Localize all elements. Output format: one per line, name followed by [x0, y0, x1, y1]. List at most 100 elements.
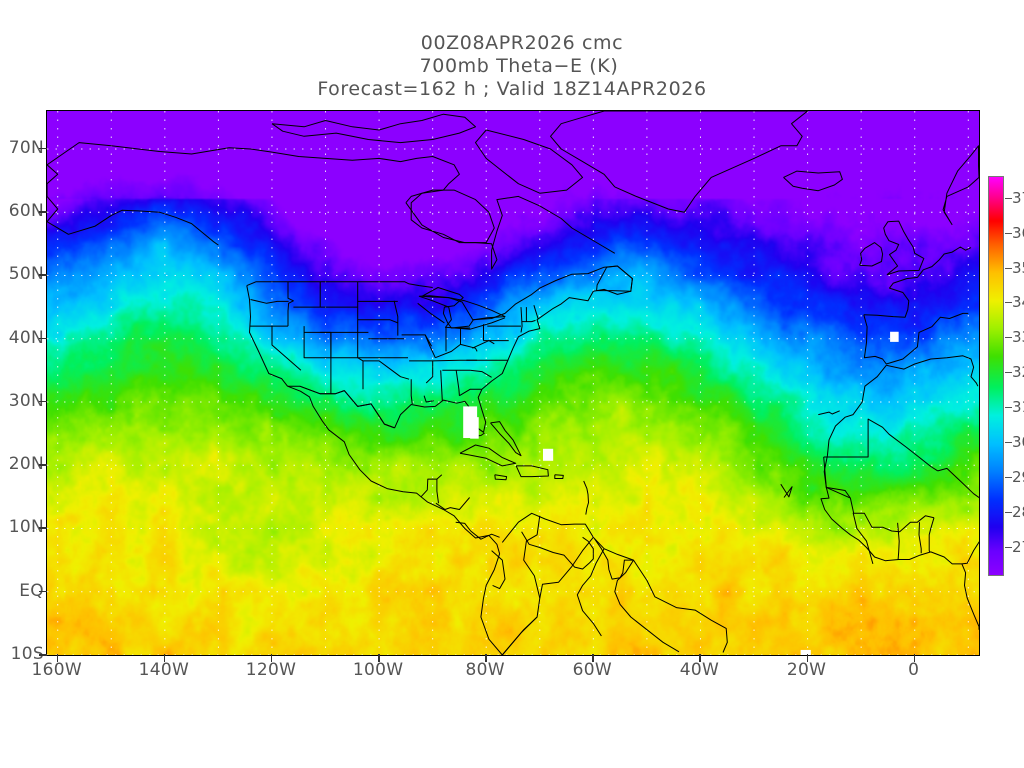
geo-greenland: [550, 111, 809, 213]
lon-tick-mark: [485, 654, 487, 662]
geo-us_b_wa_n: [246, 281, 433, 288]
lon-tick-label-140W: 140W: [138, 660, 190, 680]
geo-hispaniola: [515, 465, 549, 478]
coastlines-and-borders: [47, 111, 979, 655]
geo-cape_verde: [780, 483, 793, 498]
lat-tick-label-20N: 20N: [8, 454, 44, 475]
lon-tick-mark: [163, 654, 166, 662]
lon-tick-mark: [56, 654, 59, 662]
geo-ca_b3: [455, 521, 472, 532]
colorbar-tick-mark: [1005, 512, 1012, 514]
colorbar-tick-mark: [1005, 302, 1012, 304]
geo-us_b_ga_sc: [459, 388, 482, 397]
title-line-model: 00Z08APR2026 cmc: [420, 32, 624, 54]
lon-tick-label-100W: 100W: [352, 660, 404, 680]
geo-liberia_b: [852, 512, 874, 565]
lon-tick-label-20W: 20W: [786, 660, 827, 680]
geo-mex_b1: [287, 385, 395, 429]
lon-tick-mark: [806, 654, 809, 662]
map-gridlines: [47, 111, 979, 655]
lat-tick-label-60N: 60N: [8, 201, 44, 222]
geo-ireland: [859, 242, 884, 267]
colorbar-label-288: 288: [1012, 503, 1024, 522]
theta-e-heatmap: [47, 111, 979, 655]
colorbar-label-297: 297: [1012, 468, 1024, 487]
geo-newfound: [596, 265, 633, 292]
geo-senegal_b: [826, 486, 851, 499]
geo-mali_b: [849, 497, 935, 533]
colorbar-tick-mark: [1005, 547, 1012, 548]
geo-us_b_me: [533, 305, 539, 320]
geo-nigeria_b: [928, 517, 935, 553]
colorbar-tick-mark: [1005, 232, 1012, 234]
geo-usa_w: [246, 285, 288, 387]
lon-tick-mark: [378, 654, 380, 662]
geo-us_b_al_ga: [455, 370, 460, 396]
lat-tick-label-10S: 10S: [10, 644, 44, 664]
geo-us_b_ne: [357, 319, 398, 324]
colorbar-label-336: 336: [1012, 328, 1024, 347]
colorbar-label-366: 366: [1012, 223, 1024, 242]
lon-tick-mark: [592, 654, 594, 662]
masked-data-gaps: [463, 331, 899, 655]
geo-us_b_ne_states: [522, 319, 536, 323]
colorbar-label-306: 306: [1012, 433, 1024, 452]
geo-us_b_ny_e: [520, 307, 523, 333]
geo-usa_mex_w: [287, 385, 503, 655]
geo-us_b_tx_ok: [363, 360, 410, 380]
colorbar-gradient: [989, 177, 1003, 575]
geo-us_b_wv: [472, 340, 495, 349]
colorbar-tick-mark: [1005, 372, 1012, 374]
lon-tick-mark: [270, 654, 273, 662]
geo-niger_b: [937, 467, 979, 499]
colorbar-label-315: 315: [1012, 398, 1024, 417]
data-gap-atlantic-south-mask: [800, 649, 811, 655]
geo-iceland: [783, 170, 843, 192]
geo-brazil_b2: [576, 548, 605, 637]
geo-us_b_wy_e: [357, 281, 364, 390]
title-line-forecast: Forecast=162 h ; Valid 18Z14APR2026: [317, 78, 707, 100]
colorbar-tick-mark: [1005, 442, 1012, 444]
lat-tick-mark: [39, 464, 47, 466]
geo-us_b_wi: [417, 302, 445, 324]
geo-britain: [883, 220, 925, 276]
geo-africa_nw: [820, 364, 979, 630]
lat-tick-label-10N: 10N: [8, 517, 44, 538]
lon-tick-label-80W: 80W: [465, 660, 505, 680]
geo-jamaica: [494, 474, 508, 481]
geo-pr: [554, 474, 564, 479]
geo-baffin: [475, 129, 584, 194]
geo-us_b_la_ms: [423, 395, 434, 403]
theta-e-field: [47, 111, 979, 655]
geo-us_b_mn: [393, 300, 399, 336]
geo-sahara_b1: [823, 418, 939, 472]
geo-greatlakes: [421, 287, 506, 329]
geo-ghana_b: [897, 522, 900, 560]
colorbar-tick-mark: [1005, 197, 1012, 199]
lat-tick-label-70N: 70N: [8, 137, 44, 158]
geo-guyana_b: [593, 538, 634, 580]
lon-tick-label-160W: 160W: [31, 660, 82, 680]
geo-togo_b: [918, 522, 922, 554]
geo-ca_b4: [470, 530, 500, 540]
lat-tick-label-30N: 30N: [8, 390, 44, 411]
geo-alaska_n: [47, 142, 616, 270]
geo-africa_n2: [886, 355, 979, 387]
map-plot-area[interactable]: [46, 110, 980, 656]
colorbar-label-375: 375: [1012, 188, 1024, 207]
lat-tick-mark: [39, 654, 47, 656]
lat-tick-mark: [39, 147, 47, 150]
colorbar[interactable]: [988, 176, 1004, 576]
geo-canary: [818, 410, 840, 416]
lat-tick-mark: [39, 590, 47, 593]
colorbar-label-327: 327: [1012, 363, 1024, 382]
geo-mex_b2: [420, 474, 443, 498]
data-gap-bahamas-mask: [542, 448, 554, 461]
data-gap-florida-mask: [470, 417, 479, 439]
geo-peru_b: [501, 616, 538, 655]
lon-tick-mark: [699, 654, 701, 662]
data-gap-iberia-mask: [890, 331, 899, 342]
lat-tick-mark: [39, 274, 47, 276]
geo-cuba: [459, 444, 517, 467]
